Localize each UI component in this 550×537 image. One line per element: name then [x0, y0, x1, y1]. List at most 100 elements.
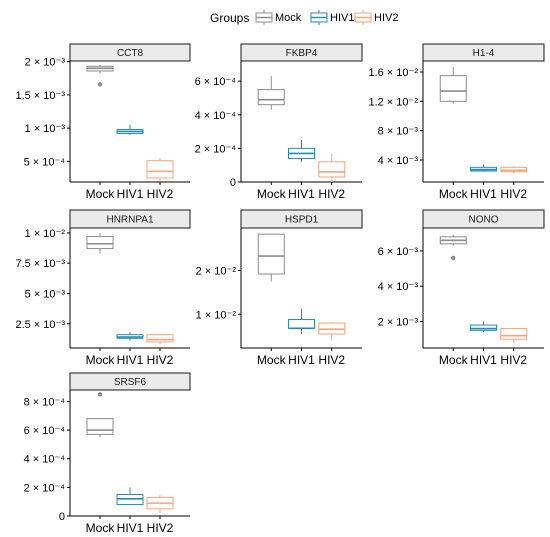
box-iqr	[500, 328, 528, 340]
box-iqr	[470, 324, 497, 331]
y-tick-label: 6 × 10⁻³	[378, 246, 419, 258]
box-iqr	[288, 319, 315, 329]
x-tick-label-hiv2: HIV2	[318, 353, 345, 367]
legend-label-hiv2: HIV2	[374, 12, 398, 24]
box-iqr	[318, 161, 346, 178]
box-hiv1	[116, 124, 144, 135]
x-tick-label-mock: Mock	[439, 187, 469, 201]
x-tick-label-hiv1: HIV1	[470, 353, 497, 367]
y-tick-label: 5 × 10⁻³	[25, 288, 66, 300]
y-tick-label: 4 × 10⁻⁴	[24, 454, 66, 466]
strip-header	[240, 209, 363, 229]
x-tick-label-mock: Mock	[86, 521, 116, 535]
box-hiv2	[146, 158, 174, 181]
y-tick-label: 2 × 10⁻⁴	[195, 143, 237, 155]
panel-h1-4: H1-4 4 × 10⁻³ 8 × 10⁻³ 1.2 × 10⁻² 1.6 × 10⁻²…	[368, 43, 545, 201]
panel-cct8: CCT8 5 × 10⁻⁴ 1 × 10⁻³ 1.5 × 10⁻³ 2 × 10⁻³ Mo…	[15, 43, 191, 201]
strip-title: SRSF6	[114, 377, 147, 388]
y-tick-label: 2 × 10⁻³	[25, 57, 66, 69]
legend-key-mock	[255, 10, 273, 25]
y-tick-label: 8 × 10⁻³	[378, 126, 419, 138]
legend-item-mock: Mock	[255, 10, 302, 25]
box-hiv1	[470, 321, 497, 333]
panel-nono: NONO 2 × 10⁻³ 4 × 10⁻³ 6 × 10⁻³ Mock HIV1 HIV2	[378, 209, 545, 367]
y-tick-label: 0	[59, 511, 65, 523]
box-iqr	[146, 334, 174, 343]
legend-title: Groups	[210, 11, 249, 25]
legend-label-mock: Mock	[275, 12, 302, 24]
x-tick-label-hiv1: HIV1	[470, 187, 497, 201]
x-tick-label-hiv1: HIV1	[288, 353, 315, 367]
outlier-point	[451, 255, 456, 261]
y-tick-label: 6 × 10⁻⁴	[195, 76, 237, 88]
box-mock	[86, 392, 114, 438]
x-tick-label-hiv2: HIV2	[500, 353, 527, 367]
x-tick-label-hiv2: HIV2	[147, 353, 174, 367]
x-tick-label-mock: Mock	[86, 353, 116, 367]
y-tick-label: 2.5 × 10⁻³	[15, 319, 65, 331]
legend: Groups Mock HIV1 HIV2	[210, 10, 398, 25]
x-tick-label-mock: Mock	[86, 187, 116, 201]
outlier-point	[97, 392, 103, 397]
box-hiv1	[116, 332, 144, 341]
strip-title: HSPD1	[285, 215, 319, 226]
box-hiv1	[470, 164, 497, 172]
y-tick-label: 6 × 10⁻⁴	[24, 425, 66, 437]
x-tick-label-hiv1: HIV1	[117, 353, 144, 367]
x-tick-label-hiv2: HIV2	[500, 187, 527, 201]
box-mock	[439, 235, 467, 261]
y-tick-label: 4 × 10⁻³	[378, 155, 419, 167]
box-mock	[257, 76, 285, 110]
y-tick-label: 1 × 10⁻²	[196, 309, 237, 321]
strip-title: HNRNPA1	[106, 215, 153, 226]
legend-key-hiv2	[354, 10, 372, 25]
box-mock	[86, 232, 114, 254]
strip-header	[422, 209, 545, 229]
x-tick-label-hiv2: HIV2	[147, 521, 174, 535]
box-hiv2	[318, 153, 346, 182]
strip-header	[69, 372, 191, 391]
panel-fkbp4: FKBP4 0 2 × 10⁻⁴ 4 × 10⁻⁴ 6 × 10⁻⁴ Mock HIV1 HI…	[195, 43, 363, 201]
legend-label-hiv1: HIV1	[330, 12, 354, 24]
box-iqr	[257, 89, 285, 106]
box-hiv1	[116, 487, 144, 506]
strip-header	[240, 43, 363, 62]
x-tick-label-mock: Mock	[257, 353, 287, 367]
box-iqr	[86, 235, 114, 250]
box-iqr	[146, 160, 174, 179]
y-tick-label: 1 × 10⁻³	[25, 123, 66, 135]
box-hiv2	[146, 494, 174, 514]
box-hiv2	[318, 321, 346, 341]
box-hiv2	[500, 165, 528, 174]
strip-header	[69, 209, 191, 229]
x-tick-label-hiv2: HIV2	[147, 187, 174, 201]
box-iqr	[257, 233, 285, 275]
panel-hnrnpa1: HNRNPA1 2.5 × 10⁻³ 5 × 10⁻³ 7.5 × 10⁻³ 1 × 1…	[15, 209, 191, 367]
y-tick-label: 2 × 10⁻²	[196, 265, 237, 277]
y-tick-label: 1.5 × 10⁻³	[15, 90, 65, 102]
box-mock	[257, 233, 285, 282]
strip-header	[422, 43, 545, 62]
y-tick-label: 4 × 10⁻³	[378, 281, 419, 293]
x-tick-label-hiv1: HIV1	[117, 187, 144, 201]
y-tick-label: 1.6 × 10⁻²	[368, 67, 418, 79]
outlier-point	[97, 82, 103, 87]
x-tick-label-hiv1: HIV1	[117, 521, 144, 535]
y-tick-label: 5 × 10⁻⁴	[24, 156, 66, 168]
x-tick-label-hiv2: HIV2	[318, 187, 345, 201]
y-tick-label: 7.5 × 10⁻³	[15, 258, 65, 270]
facet-panels: CCT8 5 × 10⁻⁴ 1 × 10⁻³ 1.5 × 10⁻³ 2 × 10⁻³ Mo…	[15, 43, 545, 535]
x-tick-label-mock: Mock	[257, 187, 287, 201]
strip-header	[69, 43, 191, 62]
strip-title: NONO	[469, 215, 499, 226]
box-hiv1	[288, 308, 315, 334]
legend-item-hiv1: HIV1	[310, 10, 354, 25]
y-tick-label: 8 × 10⁻⁴	[24, 396, 66, 408]
y-tick-label: 0	[230, 177, 236, 189]
y-tick-label: 1 × 10⁻²	[25, 228, 66, 240]
box-hiv1	[288, 139, 315, 162]
box-mock	[439, 66, 467, 104]
panel-srsf6: SRSF6 0 2 × 10⁻⁴ 4 × 10⁻⁴ 6 × 10⁻⁴ 8 × 10⁻⁴ Mo…	[24, 372, 191, 535]
strip-title: FKBP4	[286, 48, 318, 59]
